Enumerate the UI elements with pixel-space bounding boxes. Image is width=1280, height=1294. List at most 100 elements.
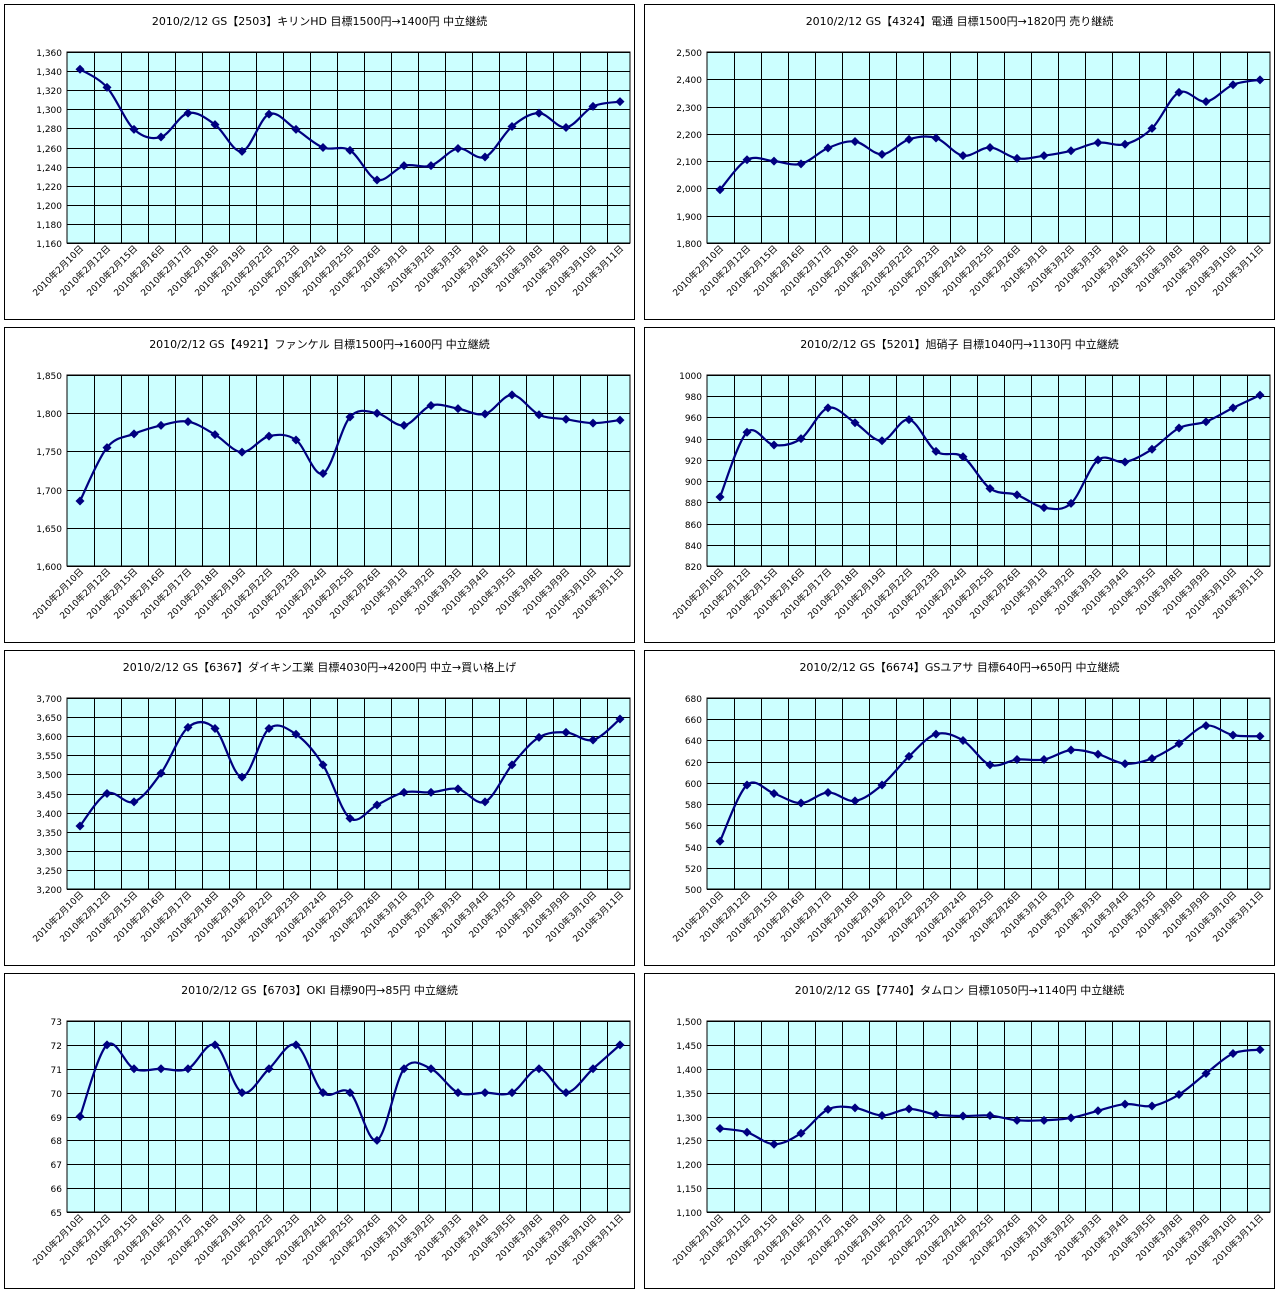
data-point (102, 789, 112, 798)
data-point (958, 1111, 968, 1121)
data-point (507, 121, 517, 131)
chart-panel: 2010/2/12 GS【7740】タムロン 目標1050円→1140円 中立継… (644, 973, 1275, 1289)
y-tick-label: 1,280 (36, 125, 62, 135)
y-tick-label: 1,260 (36, 145, 62, 155)
data-point (75, 1112, 85, 1121)
chart-title: 2010/2/12 GS【4921】ファンケル 目標1500円→1600円 中立… (149, 337, 490, 351)
y-tick-label: 620 (685, 759, 702, 769)
data-point (102, 82, 112, 92)
x-tick-label: 2010年3月8日 (1133, 243, 1185, 295)
data-point (372, 1135, 382, 1145)
data-point (985, 484, 995, 494)
x-tick-label: 2010年3月9日 (1160, 566, 1212, 618)
data-point (561, 1088, 571, 1098)
y-tick-label: 1,350 (676, 1090, 702, 1100)
data-point (399, 787, 409, 797)
data-point (237, 1088, 247, 1098)
data-point (210, 724, 220, 734)
y-tick-label: 1,300 (676, 1114, 702, 1124)
line-chart: 2010/2/12 GS【7740】タムロン 目標1050円→1140円 中立継… (670, 983, 1271, 1268)
y-tick-label: 1,200 (676, 1161, 702, 1171)
x-tick-label: 2010年3月3日 (1052, 566, 1104, 618)
data-point (715, 836, 725, 846)
data-point (796, 1128, 806, 1138)
data-point (507, 390, 517, 400)
data-point (715, 185, 725, 195)
data-point (1174, 87, 1184, 97)
data-point (931, 133, 941, 143)
data-point (1228, 730, 1238, 740)
data-point (453, 784, 463, 794)
x-tick-label: 2010年3月8日 (493, 243, 545, 295)
data-point (904, 415, 914, 425)
data-point (615, 97, 625, 107)
data-point (742, 780, 752, 790)
x-tick-label: 2010年3月1日 (998, 243, 1050, 295)
y-tick-label: 880 (685, 499, 702, 509)
x-tick-label: 2010年3月1日 (358, 889, 410, 941)
line-chart: 2010/2/12 GS【6703】OKI 目標90円→85円 中立継続 65 66… (30, 983, 631, 1268)
x-tick-label: 2010年3月3日 (412, 889, 464, 941)
data-point (210, 430, 220, 440)
x-tick-label: 2010年2月10日 (30, 1212, 86, 1268)
data-point (823, 1104, 833, 1114)
data-point (129, 124, 139, 134)
data-point (264, 1064, 274, 1074)
y-tick-label: 2,100 (676, 158, 702, 168)
data-point (958, 151, 968, 161)
data-point (1066, 745, 1076, 755)
y-tick-label: 680 (685, 695, 702, 705)
data-point (480, 797, 490, 807)
y-tick-label: 66 (51, 1185, 63, 1195)
y-tick-label: 1,800 (36, 410, 62, 420)
data-point (877, 149, 887, 159)
data-point (1039, 151, 1049, 161)
data-point (129, 429, 139, 439)
data-point (931, 1110, 941, 1120)
data-point (1147, 123, 1157, 133)
chart-panel: 2010/2/12 GS【6367】ダイキン工業 目標4030円→4200円 中… (4, 650, 635, 966)
data-point (75, 496, 85, 506)
y-tick-label: 3,200 (36, 886, 62, 896)
data-point (1039, 1115, 1049, 1125)
data-point (1120, 759, 1130, 769)
x-tick-label: 2010年3月9日 (1160, 889, 1212, 941)
x-tick-label: 2010年3月1日 (358, 566, 410, 618)
x-tick-label: 2010年3月3日 (412, 243, 464, 295)
x-tick-label: 2010年3月2日 (1025, 243, 1077, 295)
data-point (1201, 1069, 1211, 1079)
data-point (75, 64, 85, 74)
data-point (823, 403, 833, 413)
x-tick-label: 2010年3月1日 (998, 1212, 1050, 1264)
data-point (1255, 1045, 1265, 1055)
data-point (237, 146, 247, 156)
x-tick-label: 2010年3月8日 (1133, 889, 1185, 941)
y-tick-label: 980 (685, 393, 702, 403)
x-tick-label: 2010年3月4日 (439, 889, 491, 941)
data-point (264, 109, 274, 119)
data-point (156, 1064, 166, 1074)
y-tick-label: 1,700 (36, 487, 62, 497)
data-point (318, 143, 328, 152)
data-point (850, 1103, 860, 1113)
y-tick-label: 1,300 (36, 106, 62, 116)
y-tick-label: 1,100 (676, 1209, 702, 1219)
y-tick-label: 1,650 (36, 525, 62, 535)
y-tick-label: 3,400 (36, 810, 62, 820)
data-point (291, 1040, 301, 1050)
y-tick-label: 1,220 (36, 183, 62, 193)
y-tick-label: 900 (685, 478, 702, 488)
line-chart: 2010/2/12 GS【4921】ファンケル 目標1500円→1600円 中立… (30, 337, 631, 622)
data-point (1255, 731, 1265, 741)
data-point (985, 760, 995, 770)
x-tick-label: 2010年3月5日 (1106, 1212, 1158, 1264)
data-point (742, 427, 752, 437)
data-point (237, 447, 247, 457)
y-tick-label: 2,400 (676, 76, 702, 86)
x-tick-label: 2010年3月9日 (1160, 243, 1212, 295)
data-point (615, 415, 625, 425)
y-tick-label: 920 (685, 457, 702, 467)
x-tick-label: 2010年3月3日 (1052, 243, 1104, 295)
y-tick-label: 1,150 (676, 1185, 702, 1195)
x-tick-label: 2010年3月4日 (1079, 889, 1131, 941)
